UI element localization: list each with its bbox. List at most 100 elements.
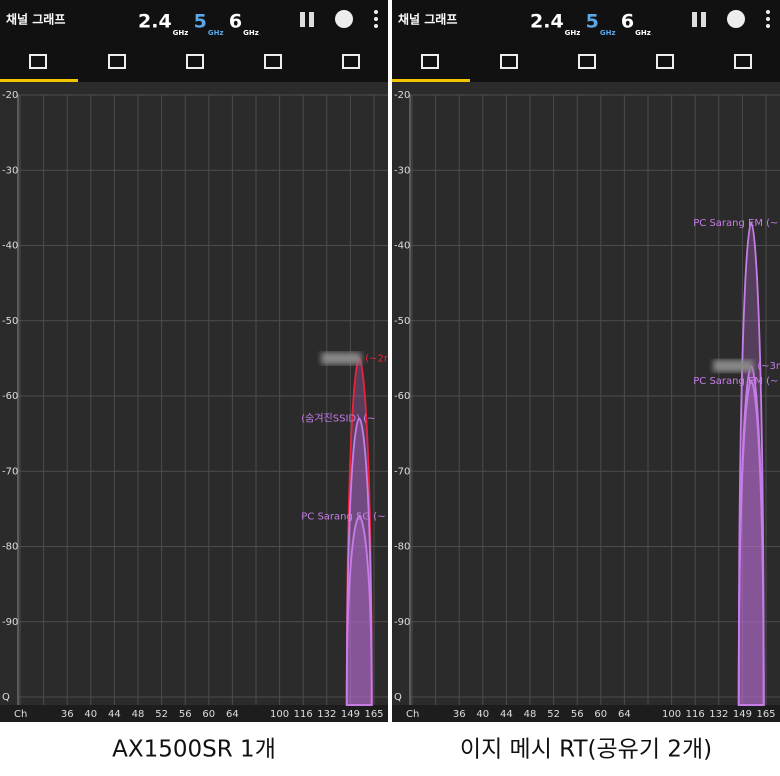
network-label: PC Sarang EM (~	[693, 376, 778, 387]
menu-dot[interactable]	[766, 17, 770, 21]
tab-icon[interactable]	[734, 54, 752, 69]
caption: AX1500SR 1개	[112, 737, 276, 763]
y-tick-label: -40	[394, 241, 410, 252]
signal-curve	[345, 417, 373, 706]
tab-icon[interactable]	[500, 54, 518, 69]
x-tick-label: 100	[662, 709, 681, 720]
pause-icon[interactable]	[692, 12, 697, 27]
x-tick-label: 44	[108, 709, 121, 720]
x-tick-label: 116	[686, 709, 705, 720]
x-tick-label: 40	[476, 709, 489, 720]
y-tick-label: -20	[2, 90, 18, 101]
tab-icon[interactable]	[264, 54, 282, 69]
plot: (~2m (숨겨진SSID) (~ PC Sarang 5G (~	[18, 94, 393, 706]
menu-dot[interactable]	[766, 10, 770, 14]
y-tick-label: -90	[2, 617, 18, 628]
signal-curve	[737, 222, 765, 706]
band-unit: GHz	[565, 29, 581, 37]
band-label[interactable]: 6	[229, 11, 242, 33]
pause-icon[interactable]	[701, 12, 706, 27]
x-tick-label: 116	[294, 709, 313, 720]
menu-dot[interactable]	[374, 17, 378, 21]
axis-bar	[392, 705, 780, 722]
tab-indicator	[0, 79, 78, 82]
x-tick-label: 60	[594, 709, 607, 720]
chart-bg	[392, 82, 780, 705]
tab-icon[interactable]	[656, 54, 674, 69]
y-tick-label: -50	[394, 316, 410, 327]
signal-curve	[345, 515, 373, 706]
masked-name	[713, 359, 754, 372]
x-tick-label: 132	[709, 709, 728, 720]
y-tick-label: -30	[2, 165, 18, 176]
y-tick-label: Q	[394, 692, 402, 703]
y-tick-label: Q	[2, 692, 10, 703]
x-tick-label: 64	[618, 709, 631, 720]
network-label: PC Sarang 5G (~	[301, 511, 385, 522]
y-tick-label: -90	[394, 617, 410, 628]
tab-icon[interactable]	[108, 54, 126, 69]
y-tick-label: -70	[394, 466, 410, 477]
band-label[interactable]: 5	[194, 11, 207, 33]
chart-bg	[0, 82, 388, 705]
y-tick-label: -60	[394, 391, 410, 402]
menu-dot[interactable]	[766, 24, 770, 28]
x-tick-label: 149	[341, 709, 360, 720]
axis-bar	[0, 705, 388, 722]
network-label: (~2m	[365, 353, 393, 364]
x-tick-label: 165	[756, 709, 775, 720]
x-tick-label: 36	[453, 709, 466, 720]
y-tick-label: -40	[2, 241, 18, 252]
x-tick-label: 64	[226, 709, 239, 720]
tab-icon[interactable]	[29, 54, 47, 69]
x-tick-label: 56	[179, 709, 192, 720]
x-tick-label: 40	[84, 709, 97, 720]
signal-curve	[737, 380, 765, 706]
band-label[interactable]: 6	[621, 11, 634, 33]
pro-icon[interactable]	[335, 10, 353, 28]
x-axis-label: Ch	[406, 709, 419, 720]
y-tick-label: -50	[2, 316, 18, 327]
y-tick-label: -30	[394, 165, 410, 176]
band-unit: GHz	[243, 29, 259, 37]
network-label: (~3m	[757, 361, 780, 372]
network-label: PC Sarang EM (~	[693, 218, 778, 229]
x-tick-label: 56	[571, 709, 584, 720]
caption: 이지 메시 RT(공유기 2개)	[460, 737, 712, 763]
x-tick-label: 132	[317, 709, 336, 720]
x-tick-label: 48	[524, 709, 537, 720]
band-unit: GHz	[173, 29, 189, 37]
tab-icon[interactable]	[578, 54, 596, 69]
band-label[interactable]: 2.4	[138, 11, 172, 33]
app-title: 채널 그래프	[6, 12, 65, 27]
tab-icon[interactable]	[186, 54, 204, 69]
band-label[interactable]: 2.4	[530, 11, 564, 33]
tab-icon[interactable]	[421, 54, 439, 69]
x-tick-label: 60	[202, 709, 215, 720]
x-tick-label: 165	[364, 709, 383, 720]
x-tick-label: 100	[270, 709, 289, 720]
y-tick-label: -20	[394, 90, 410, 101]
band-unit: GHz	[600, 29, 616, 37]
menu-dot[interactable]	[374, 24, 378, 28]
tab-icon[interactable]	[342, 54, 360, 69]
y-tick-label: -60	[2, 391, 18, 402]
band-unit: GHz	[208, 29, 224, 37]
pro-icon[interactable]	[727, 10, 745, 28]
app-title: 채널 그래프	[398, 12, 457, 27]
tab-indicator	[392, 79, 470, 82]
x-tick-label: 52	[547, 709, 560, 720]
x-tick-label: 52	[155, 709, 168, 720]
plot: PC Sarang EM (~ (~3m PC Sarang EM (~	[410, 94, 780, 706]
pause-icon[interactable]	[309, 12, 314, 27]
network-label: (숨겨진SSID) (~	[301, 413, 375, 425]
y-tick-label: -70	[2, 466, 18, 477]
masked-name	[321, 352, 362, 365]
menu-dot[interactable]	[374, 10, 378, 14]
pause-icon[interactable]	[300, 12, 305, 27]
band-label[interactable]: 5	[586, 11, 599, 33]
x-tick-label: 149	[733, 709, 752, 720]
